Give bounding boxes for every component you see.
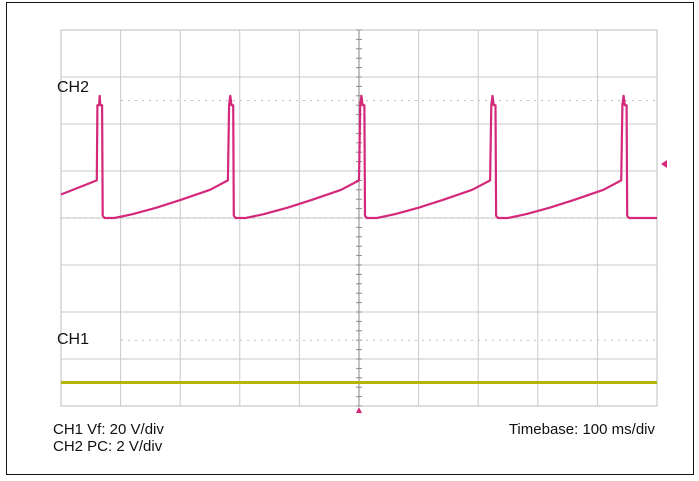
ch2-label: CH2 bbox=[57, 79, 90, 96]
timebase-label: Timebase: 100 ms/div bbox=[508, 421, 655, 438]
legend-ch2-scale: CH2 PC: 2 V/div bbox=[53, 438, 163, 455]
trace-ch2 bbox=[60, 94, 657, 220]
oscilloscope-screen bbox=[60, 29, 667, 413]
legend-ch1-scale: CH1 Vf: 20 V/div bbox=[53, 421, 164, 438]
trigger-position-marker bbox=[356, 407, 362, 413]
trigger-level-marker bbox=[661, 159, 667, 168]
oscilloscope-figure: CH2 CH1 CH1 Vf: 20 V/div CH2 PC: 2 V/div… bbox=[6, 2, 694, 475]
ch1-label: CH1 bbox=[57, 331, 90, 348]
